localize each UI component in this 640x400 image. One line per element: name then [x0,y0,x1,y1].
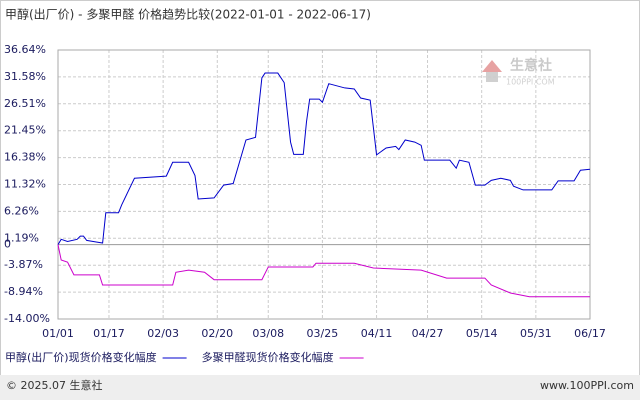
watermark-site: 100PPI.COM [506,78,555,87]
logo-house [486,72,498,82]
y-tick-label: 16.38% [4,151,46,164]
y-tick-label: -14.00% [4,312,50,325]
y-tick-label: -8.94% [4,285,43,298]
x-tick-label: 04/27 [412,327,444,340]
watermark: 生意社 100PPI.COM [482,57,555,87]
footer-copyright: © 2025.07 生意社 [6,378,102,392]
x-tick-label: 05/14 [466,327,498,340]
y-tick-label: 26.51% [4,97,46,110]
series-line [57,244,590,298]
x-tick-label: 01/17 [93,327,125,340]
legend-label: 多聚甲醛现货价格变化幅度 [202,350,334,364]
footer-website: www.100PPI.com [540,379,634,392]
chart-title: 甲醇(出厂价) - 多聚甲醛 价格趋势比较(2022-01-01 - 2022-… [5,7,371,22]
x-tick-label: 04/11 [361,327,393,340]
y-tick-label: 31.58% [4,70,46,83]
y-tick-label: 36.64% [4,43,46,56]
footer-bar [0,375,640,400]
x-tick-label: 02/03 [147,327,179,340]
y-tick-label: 1.19% [4,231,39,244]
plot-border [57,49,591,320]
y-tick-label: 11.32% [4,178,46,191]
x-tick-label: 05/31 [520,327,552,340]
x-tick-label: 03/25 [307,327,339,340]
y-tick-label: 21.45% [4,124,46,137]
logo-roof [482,60,502,72]
x-tick-label: 03/08 [252,327,284,340]
watermark-name: 生意社 [510,57,552,74]
legend-label: 甲醇(出厂价)现货价格变化幅度 [5,350,157,364]
y-tick-label: -3.87% [4,258,43,271]
x-tick-label: 01/01 [42,327,74,340]
x-tick-label: 06/17 [574,327,606,340]
y-tick-label: 0 [4,238,11,251]
x-tick-label: 02/20 [201,327,233,340]
y-tick-label: 6.26% [4,204,39,217]
series-line [57,72,591,245]
